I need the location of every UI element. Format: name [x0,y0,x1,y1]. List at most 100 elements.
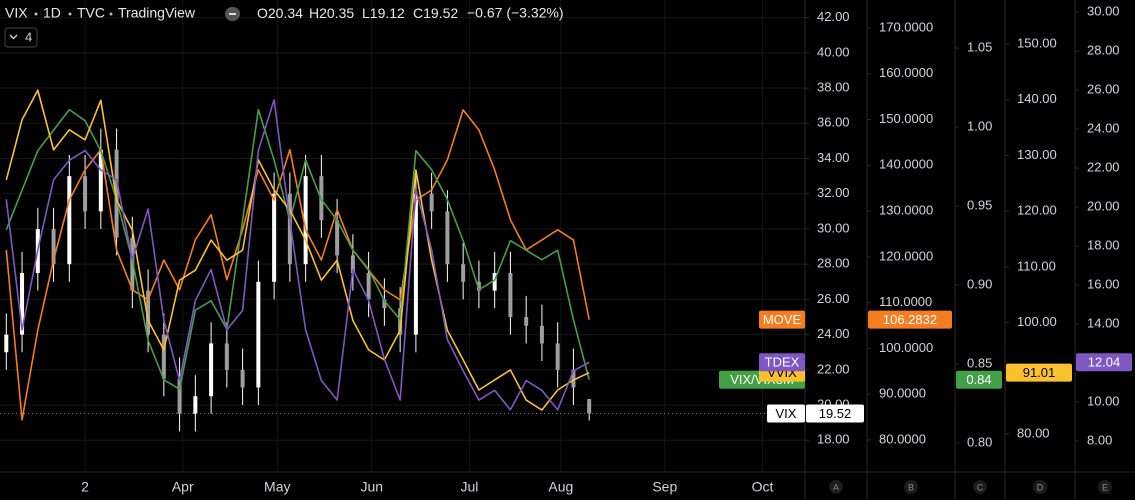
y-tick-label: 1.00 [967,118,992,133]
y-tick-label: 110.0000 [879,294,932,309]
y-tick-label: 26.00 [817,291,850,306]
y-tick-label: 38.00 [817,79,850,94]
y-tick-label: 16.00 [1087,276,1120,291]
axis-letter: C [977,482,984,492]
candle-body [398,308,403,335]
price-labels: VIX/VIX3M0.84VVIX91.01MOVE106.2832TDEX12… [719,310,1132,423]
candle-body [445,211,450,265]
x-tick-label: May [264,479,290,495]
y-tick-label: 22.00 [1087,159,1120,174]
axis-badge[interactable] [1098,480,1112,494]
series-name-box[interactable] [767,404,805,423]
last-value: 19.52 [819,406,852,421]
y-tick-label: 14.00 [1087,315,1120,330]
indicator-toggle[interactable] [4,27,38,48]
series-name: MOVE [763,312,802,327]
candle-body [303,176,308,265]
interval[interactable]: 1D [43,5,61,21]
y-tick-label: 30.00 [817,220,850,235]
y-tick-label: 150.0000 [879,111,933,126]
symbol[interactable]: VIX [5,5,28,21]
y-tick-label: 150.00 [1017,35,1057,50]
last-value-box [956,370,1002,389]
x-tick-label: 2 [81,479,89,495]
close: C19.52 [413,5,458,21]
high-value: 20.35 [319,5,354,21]
y-tick-label: 120.00 [1017,203,1057,218]
candle-body [240,369,245,388]
series-name: VIX [776,406,797,421]
candle-body [413,193,418,335]
axis-letter: A [833,482,839,492]
candle-body [476,281,481,291]
candle-body [555,343,560,370]
x-tick-label: Oct [752,479,774,495]
y-tick-label: 20.00 [1087,198,1120,213]
x-tick-label: Apr [172,479,194,495]
y-tick-label: 160.0000 [879,65,933,80]
low-value: 19.12 [370,5,405,21]
y-tick-label: 0.95 [967,197,992,212]
y-tick-label: 80.00 [1017,425,1050,440]
candle-body [20,272,25,335]
candle-body [272,193,277,282]
y-tick-label: 90.0000 [879,386,926,401]
y-tick-label: 120.0000 [879,248,933,263]
series-name-box[interactable] [759,353,805,372]
y-tick-label: 130.0000 [879,202,933,217]
series-line [5,108,590,391]
candle-body [571,369,576,388]
last-value-box [806,404,864,423]
y-tick-label: 100.0000 [879,340,933,355]
candle-body [130,237,135,291]
candle-body [508,272,513,318]
x-tick-label: Sep [652,479,677,495]
y-tick-label: 1.05 [967,39,992,54]
y-tick-label: 140.0000 [879,157,933,172]
candle-body [98,149,103,212]
y-tick-label: 100.00 [1017,314,1057,329]
y-tick-label: 36.00 [817,115,850,130]
candle-body [539,325,544,344]
source: TradingView [118,5,196,21]
candle-body [524,317,529,326]
y-tick-label: 26.00 [1087,82,1120,97]
y-tick-label: 80.0000 [879,431,926,446]
axis-letter: B [908,482,914,492]
axis-badge[interactable] [1033,480,1047,494]
low: L19.12 [362,5,405,21]
y-tick-label: 10.00 [1087,393,1120,408]
y-tick-label: 0.90 [967,276,992,291]
y-tick-label: 28.00 [817,256,850,271]
y-tick-label: 42.00 [817,9,850,24]
open: O20.34 [257,5,303,21]
y-tick-label: 22.00 [817,361,850,376]
status-icon-bar [229,13,236,15]
y-tick-label: 34.00 [817,150,850,165]
last-value-box [1076,353,1132,372]
last-value: 106.2832 [883,312,937,327]
indicator-count: 4 [25,29,32,44]
separator [109,12,113,16]
x-tick-label: Jul [460,479,478,495]
y-tick-label: 30.00 [1087,4,1120,19]
y-tick-label: 0.80 [967,434,992,449]
chevron [9,34,18,40]
candle-body [287,193,292,265]
y-tick-label: 110.00 [1017,258,1056,273]
candle-body [350,255,355,273]
axis-badge[interactable] [829,480,843,494]
candle-body [177,378,182,414]
last-value-box [1006,363,1072,382]
candle-body [492,272,497,291]
series-name-box[interactable] [759,310,805,329]
y-tick-label: 18.00 [1087,237,1120,252]
axis-badge[interactable] [973,480,987,494]
x-tick-label: Aug [548,479,573,495]
y-tick-label: 40.00 [817,44,850,59]
x-tick-label: Jun [360,479,383,495]
y-tick-label: 24.00 [817,326,850,341]
axis-badge[interactable] [904,480,918,494]
